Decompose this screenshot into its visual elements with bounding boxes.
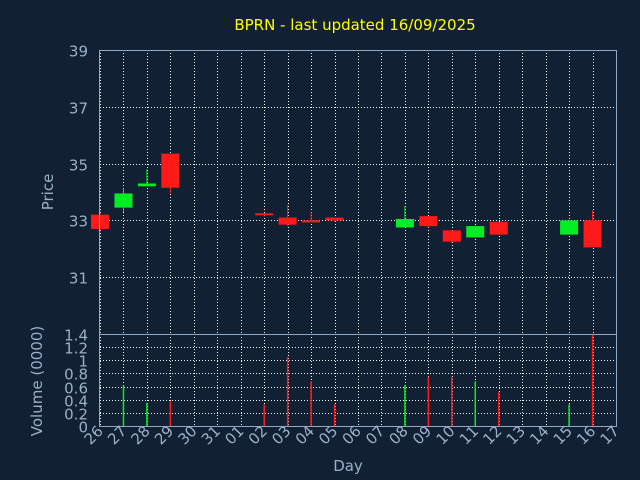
candle-body	[466, 226, 485, 238]
candle-body	[302, 220, 321, 223]
price-tick-label: 31	[69, 270, 88, 288]
volume-tick-label: 0.2	[64, 406, 88, 424]
candle-body	[278, 217, 297, 225]
volume-bar	[568, 404, 570, 426]
volume-tick-label: 1	[78, 353, 88, 371]
volume-panel-frame	[99, 334, 617, 427]
day-axis-label: Day	[333, 457, 363, 475]
volume-bar	[146, 403, 148, 426]
candle-body	[255, 213, 274, 216]
volume-bar	[404, 385, 406, 426]
volume-bar	[286, 357, 289, 426]
candle-body	[419, 216, 438, 227]
volume-bar	[333, 404, 336, 426]
volume-tick-label: 1.2	[64, 340, 88, 358]
candle-body	[489, 221, 508, 235]
volume-tick-label: 0.6	[64, 380, 88, 398]
price-tick-label: 35	[69, 157, 88, 175]
volume-y-axis: 00.20.40.60.811.21.4	[64, 327, 88, 437]
price-grid	[100, 50, 617, 334]
volume-tick-label: 1.4	[64, 327, 88, 345]
day-x-axis: 2627282930310102030405060708091011121314…	[81, 422, 623, 448]
candle-body	[560, 220, 579, 235]
price-tick-label: 37	[69, 100, 88, 118]
volume-grid	[100, 334, 617, 427]
volume-tick-label: 0.8	[64, 366, 88, 384]
price-y-axis: 31 33 35 37 39	[69, 43, 88, 288]
volume-tick-label: 0	[78, 419, 88, 437]
candle-body	[114, 193, 133, 208]
volume-bar	[591, 334, 594, 426]
volume-bars	[122, 334, 594, 426]
candle-body	[442, 230, 461, 242]
price-tick-label: 33	[69, 213, 88, 231]
volume-axis-label: Volume (0000)	[28, 326, 46, 436]
candle-body	[161, 153, 180, 188]
volume-tick-label: 0.4	[64, 393, 88, 411]
volume-bar	[310, 381, 312, 426]
volume-bar	[122, 385, 125, 426]
volume-bar	[474, 381, 477, 426]
price-axis-label: Price	[39, 174, 57, 211]
volume-bar	[169, 401, 172, 426]
price-candles	[91, 153, 602, 248]
price-tick-label: 39	[69, 43, 88, 61]
volume-bar	[451, 376, 453, 426]
chart-title: BPRN - last updated 16/09/2025	[234, 16, 475, 34]
volume-bar	[427, 376, 430, 426]
candle-body	[325, 217, 344, 221]
volume-bar	[263, 404, 265, 426]
volume-bar	[497, 391, 500, 426]
candle-body	[583, 220, 602, 248]
candle-body	[395, 218, 414, 228]
candle-body	[137, 183, 156, 187]
price-panel-frame	[99, 50, 617, 335]
